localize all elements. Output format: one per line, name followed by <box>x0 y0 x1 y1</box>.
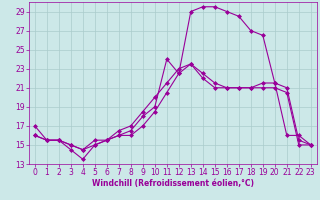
X-axis label: Windchill (Refroidissement éolien,°C): Windchill (Refroidissement éolien,°C) <box>92 179 254 188</box>
